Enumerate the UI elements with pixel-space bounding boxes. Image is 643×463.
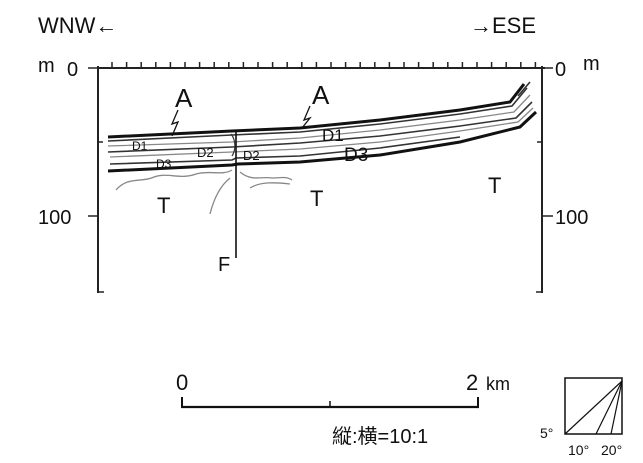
terrace-boundary-left-lower	[209, 177, 231, 215]
terrace-label-right: T	[488, 173, 501, 198]
layer-a-label-right: A	[312, 80, 330, 110]
scale-bar-end-label: 2	[466, 370, 478, 395]
layer-d3-label-right: D3	[344, 145, 368, 166]
scale-ratio-label: 縦:横=10:1	[332, 425, 428, 448]
fault-flexure-mark	[230, 133, 236, 157]
ground-surface-line	[107, 83, 526, 139]
layer-d1-label-left: D1	[132, 139, 148, 153]
slope-key-line-20	[610, 380, 623, 435]
layer-d2-base-line	[109, 136, 461, 165]
slope-key-label-5: 5°	[540, 425, 553, 441]
layer-d3-base-line	[107, 110, 538, 173]
right-tick-label-0: 0	[555, 59, 566, 81]
scale-bar-unit-label: km	[486, 374, 510, 394]
terrace-label-left: T	[157, 193, 170, 218]
terrace-boundary-left	[115, 169, 233, 191]
slope-key-label-20: 20°	[601, 442, 622, 458]
layer-d1-top-line	[107, 94, 531, 147]
top-axis-ticks	[111, 62, 537, 68]
left-tick-label-100: 100	[38, 207, 71, 229]
layer-d2-label-right: D2	[243, 148, 260, 163]
terrace-boundary-mid	[239, 171, 293, 181]
slope-key-line-5	[564, 380, 623, 435]
left-tick-label-0: 0	[67, 59, 78, 81]
ground-surface-upturn	[517, 81, 531, 97]
right-tick-label-100: 100	[555, 207, 588, 229]
direction-left-label: WNW←	[38, 13, 117, 38]
direction-right-label: →ESE	[470, 13, 536, 38]
layer-d1-base-line	[107, 101, 533, 153]
scale-bar-start-label: 0	[176, 370, 188, 395]
fault-label: F	[218, 254, 230, 276]
layer-d2-label-left: D2	[197, 145, 214, 160]
slope-key-box	[564, 377, 623, 435]
slope-key-label-10: 10°	[568, 442, 589, 458]
layer-a-label-left: A	[175, 83, 193, 113]
layer-d2-line	[109, 107, 534, 158]
right-unit-label: m	[583, 53, 600, 75]
slope-key-line-10	[595, 380, 623, 435]
terrace-boundary-mid-lower	[249, 182, 291, 189]
layer-d3-label-left: D3	[156, 157, 172, 171]
layer-d1-label-right: D1	[322, 126, 344, 145]
layer-a-right-leader	[301, 105, 312, 129]
terrace-label-mid: T	[310, 186, 323, 211]
left-unit-label: m	[38, 55, 55, 77]
layer-a-left-leader	[170, 109, 180, 137]
